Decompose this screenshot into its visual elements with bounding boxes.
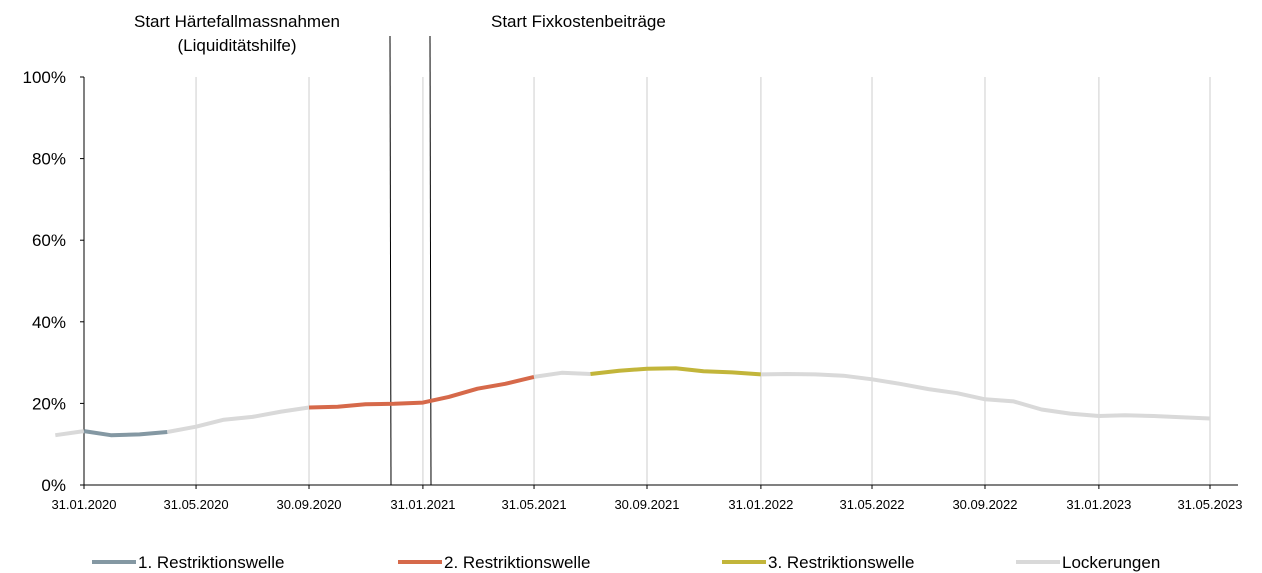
x-tick-label-6: 31.01.2022 bbox=[728, 497, 793, 512]
event-marker-line-1 bbox=[389, 35, 392, 486]
annotation-2-line-1: Start Fixkostenbeiträge bbox=[491, 12, 666, 31]
y-axis-tick-labels: 0% 20% 40% 60% 80% 100% bbox=[23, 68, 84, 495]
vertical-gridlines bbox=[195, 77, 1211, 485]
annotation-1-line-2: (Liquiditätshilfe) bbox=[177, 36, 296, 55]
x-tick-label-8: 30.09.2022 bbox=[952, 497, 1017, 512]
y-tick-label-5: 100% bbox=[23, 68, 66, 87]
x-tick-label-1: 31.05.2020 bbox=[164, 497, 229, 512]
event-markers bbox=[389, 35, 432, 486]
y-tick-label-2: 40% bbox=[32, 313, 66, 332]
y-tick-label-3: 60% bbox=[32, 231, 66, 250]
axes bbox=[83, 77, 1238, 486]
series-lockerungen-7 bbox=[760, 372, 1211, 421]
legend-label-3: 3. Restriktionswelle bbox=[768, 553, 914, 572]
x-tick-label-0: 31.01.2020 bbox=[51, 497, 116, 512]
legend-label-1: 1. Restriktionswelle bbox=[138, 553, 284, 572]
x-tick-label-7: 31.05.2022 bbox=[839, 497, 904, 512]
y-tick-label-1: 20% bbox=[32, 394, 66, 413]
annotation-1-line-1: Start Härtefallmassnahmen bbox=[134, 12, 340, 31]
data-series bbox=[55, 366, 1211, 438]
series-3-restriktionswelle-6 bbox=[590, 366, 762, 377]
series-lockerungen-1 bbox=[55, 429, 85, 438]
y-tick-label-4: 80% bbox=[32, 150, 66, 169]
series-1-restriktionswelle-2 bbox=[83, 429, 168, 438]
x-tick-label-4: 31.05.2021 bbox=[501, 497, 566, 512]
x-tick-label-2: 30.09.2020 bbox=[276, 497, 341, 512]
x-tick-label-5: 30.09.2021 bbox=[614, 497, 679, 512]
x-tick-label-9: 31.01.2023 bbox=[1066, 497, 1131, 512]
x-tick-label-10: 31.05.2023 bbox=[1177, 497, 1242, 512]
event-marker-line-2 bbox=[429, 35, 432, 486]
legend-label-2: 2. Restriktionswelle bbox=[444, 553, 590, 572]
x-axis-tick-labels: 31.01.2020 31.05.2020 30.09.2020 31.01.2021… bbox=[51, 485, 1243, 512]
x-tick-label-3: 31.01.2021 bbox=[390, 497, 455, 512]
annotations: Start Härtefallmassnahmen (Liquiditätshil… bbox=[134, 12, 666, 55]
legend: 1. Restriktionswelle 2. Restriktionswelle… bbox=[92, 553, 1160, 572]
series-lockerungen-3 bbox=[166, 405, 310, 434]
series-2-restriktionswelle-4 bbox=[308, 374, 535, 410]
y-tick-label-0: 0% bbox=[41, 476, 66, 495]
legend-label-4: Lockerungen bbox=[1062, 553, 1160, 572]
series-lockerungen-5 bbox=[533, 370, 591, 379]
